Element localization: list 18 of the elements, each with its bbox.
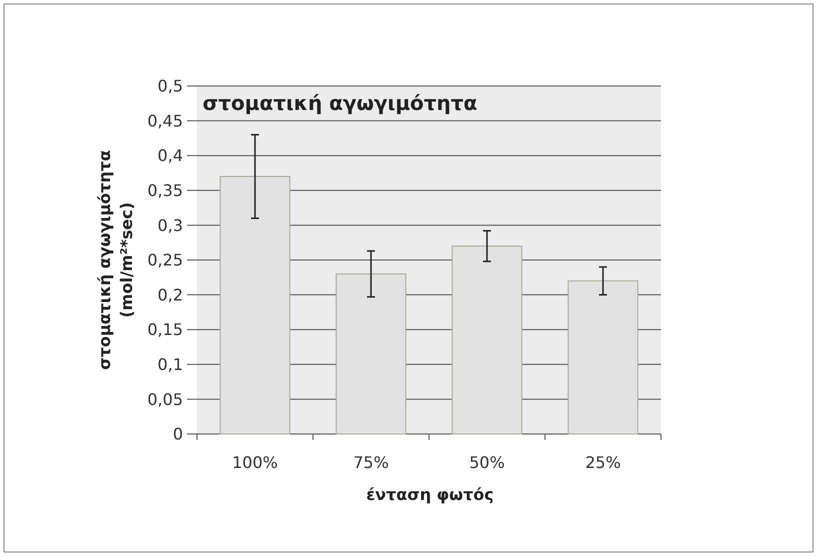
x-axis-title: ένταση φωτός (366, 485, 494, 504)
y-tick-label: 0,2 (158, 285, 183, 304)
y-tick-label: 0,4 (158, 146, 183, 166)
x-tick-label: 25% (585, 453, 621, 472)
x-tick-label: 75% (353, 453, 389, 472)
chart-title: στοματική αγωγιμότητα (202, 91, 478, 115)
x-tick-label: 50% (469, 453, 505, 472)
y-tick-label: 0,05 (147, 390, 183, 409)
y-axis-title: στοματική αγωγιμότητα (mol/m²*sec) (95, 150, 136, 370)
y-tick-label: 0 (172, 424, 183, 444)
y-tick-label: 0,1 (158, 355, 183, 374)
x-tick-label: 100% (232, 453, 278, 472)
y-tick-label: 0,15 (147, 320, 183, 340)
y-tick-label: 0,45 (147, 111, 183, 130)
y-tick-label: 0,3 (158, 216, 183, 235)
y-tick-label: 0,25 (147, 250, 183, 270)
y-tick-label: 0,35 (147, 181, 183, 200)
y-tick-label: 0,5 (158, 76, 183, 96)
